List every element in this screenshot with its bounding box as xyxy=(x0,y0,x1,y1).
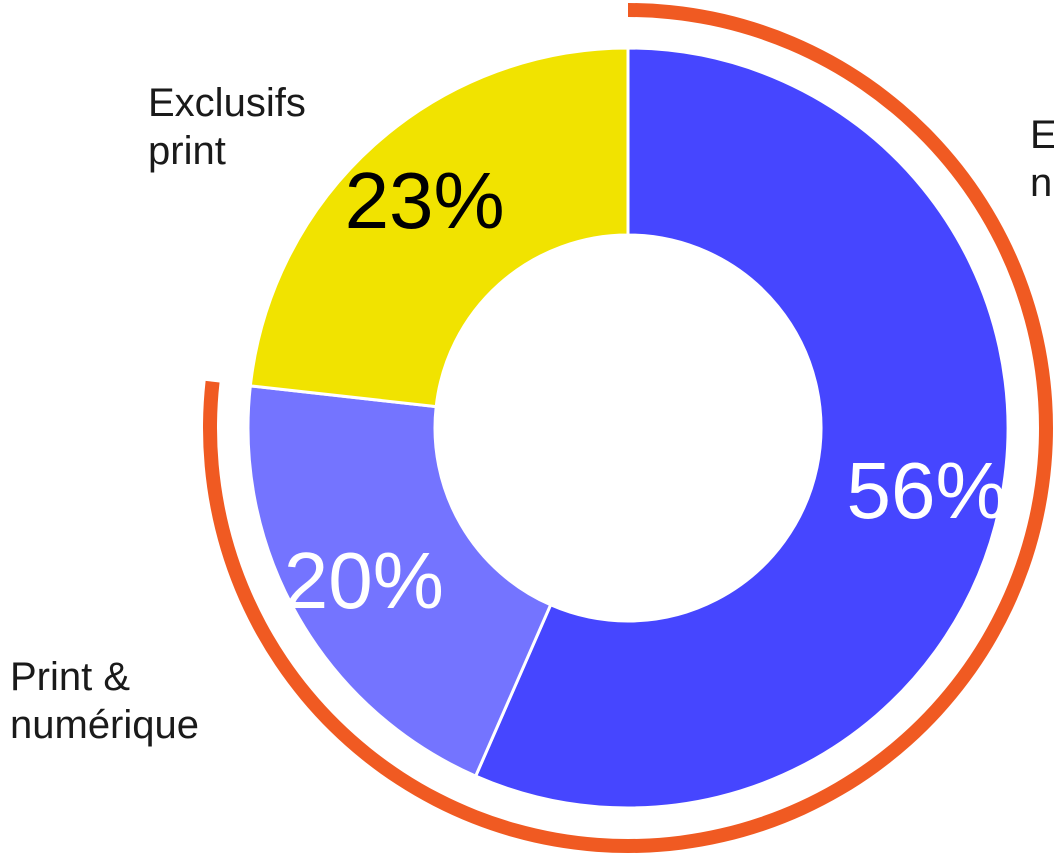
donut-slice xyxy=(473,46,1010,810)
donut-slice xyxy=(246,384,553,779)
slice-percent-label: 23% xyxy=(345,156,505,245)
slice-percent-label: 20% xyxy=(284,536,444,625)
percent-label-layer: 56% 20% 23% xyxy=(284,156,1007,625)
slice-percent-label: 56% xyxy=(846,446,1006,535)
slice-category-label: Exclusifs print xyxy=(148,81,306,173)
slice-layer xyxy=(246,46,1010,810)
slice-category-label: Print & numérique xyxy=(10,655,199,747)
donut-slice xyxy=(248,46,630,409)
